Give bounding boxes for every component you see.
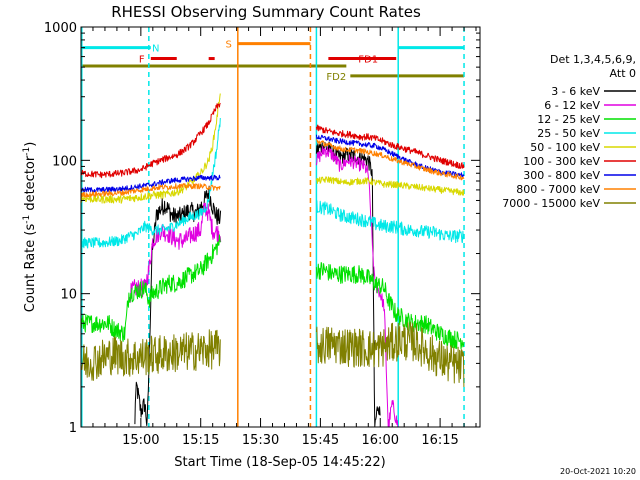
flag-label-fd2: FD2 xyxy=(326,72,346,83)
y-tick-label: 1 xyxy=(69,421,77,436)
legend-entry-label: 800 - 7000 keV xyxy=(516,183,600,196)
axis-ticks: 1 10 100 1000 15:00 15:15 15:30 15:45 16:00 16:15 xyxy=(44,21,480,448)
series-8-segment-1 xyxy=(315,321,465,388)
legend-entry-label: 7000 - 15000 keV xyxy=(502,197,600,210)
series-5-segment-1 xyxy=(315,124,465,169)
x-tick-label: 16:00 xyxy=(362,433,399,448)
timestamp: 20-Oct-2021 10:20 xyxy=(560,467,636,476)
series-2-segment-0 xyxy=(80,234,221,342)
series-6-segment-1 xyxy=(315,134,465,179)
series-4-segment-1 xyxy=(315,176,465,196)
legend-header-detectors: Det 1,3,4,5,6,9, xyxy=(550,53,636,66)
series-0-segment-0 xyxy=(134,185,222,426)
x-tick-label: 15:00 xyxy=(122,433,159,448)
x-tick-label: 15:45 xyxy=(302,433,339,448)
series-1-segment-0 xyxy=(129,202,222,303)
x-tick-label: 15:30 xyxy=(242,433,279,448)
series-3-segment-0 xyxy=(80,117,221,249)
series-5-segment-0 xyxy=(80,102,221,179)
series-4-segment-0 xyxy=(80,93,221,204)
x-axis-label: Start Time (18-Sep-05 14:45:22) xyxy=(174,455,385,470)
legend-entry-label: 6 - 12 keV xyxy=(544,99,600,112)
legend-header-attenuator: Att 0 xyxy=(610,67,636,80)
y-tick-label: 10 xyxy=(60,288,77,303)
chart-title: RHESSI Observing Summary Count Rates xyxy=(111,3,421,21)
data-series xyxy=(80,93,465,428)
series-8-segment-0 xyxy=(80,329,221,381)
x-tick-label: 15:15 xyxy=(182,433,219,448)
series-7-segment-0 xyxy=(80,183,221,198)
legend-entry-label: 3 - 6 keV xyxy=(551,85,600,98)
series-2-segment-1 xyxy=(315,262,465,350)
flag-label-s: S xyxy=(225,40,231,51)
plot-frame xyxy=(80,26,481,428)
series-7-segment-1 xyxy=(316,139,465,181)
legend-entry-label: 25 - 50 keV xyxy=(537,127,600,140)
y-tick-label: 100 xyxy=(52,154,77,169)
legend-entry-label: 300 - 800 keV xyxy=(523,169,600,182)
legend-entry-label: 12 - 25 keV xyxy=(537,113,600,126)
series-1-segment-1 xyxy=(315,146,399,428)
legend-entry-label: 50 - 100 keV xyxy=(530,141,600,154)
flag-bars: N S F FD1 FD2 xyxy=(81,40,465,83)
x-tick-label: 16:15 xyxy=(421,433,458,448)
legend-entry-label: 100 - 300 keV xyxy=(523,155,600,168)
series-3-segment-1 xyxy=(315,200,465,244)
y-axis-label: Count Rate (s-1 detector-1) xyxy=(22,142,38,313)
flag-label-n: N xyxy=(152,44,159,55)
flag-label-fd1: FD1 xyxy=(358,55,378,66)
series-6-segment-0 xyxy=(80,174,221,193)
flag-label-f: F xyxy=(139,55,145,66)
y-tick-label: 1000 xyxy=(44,21,77,36)
